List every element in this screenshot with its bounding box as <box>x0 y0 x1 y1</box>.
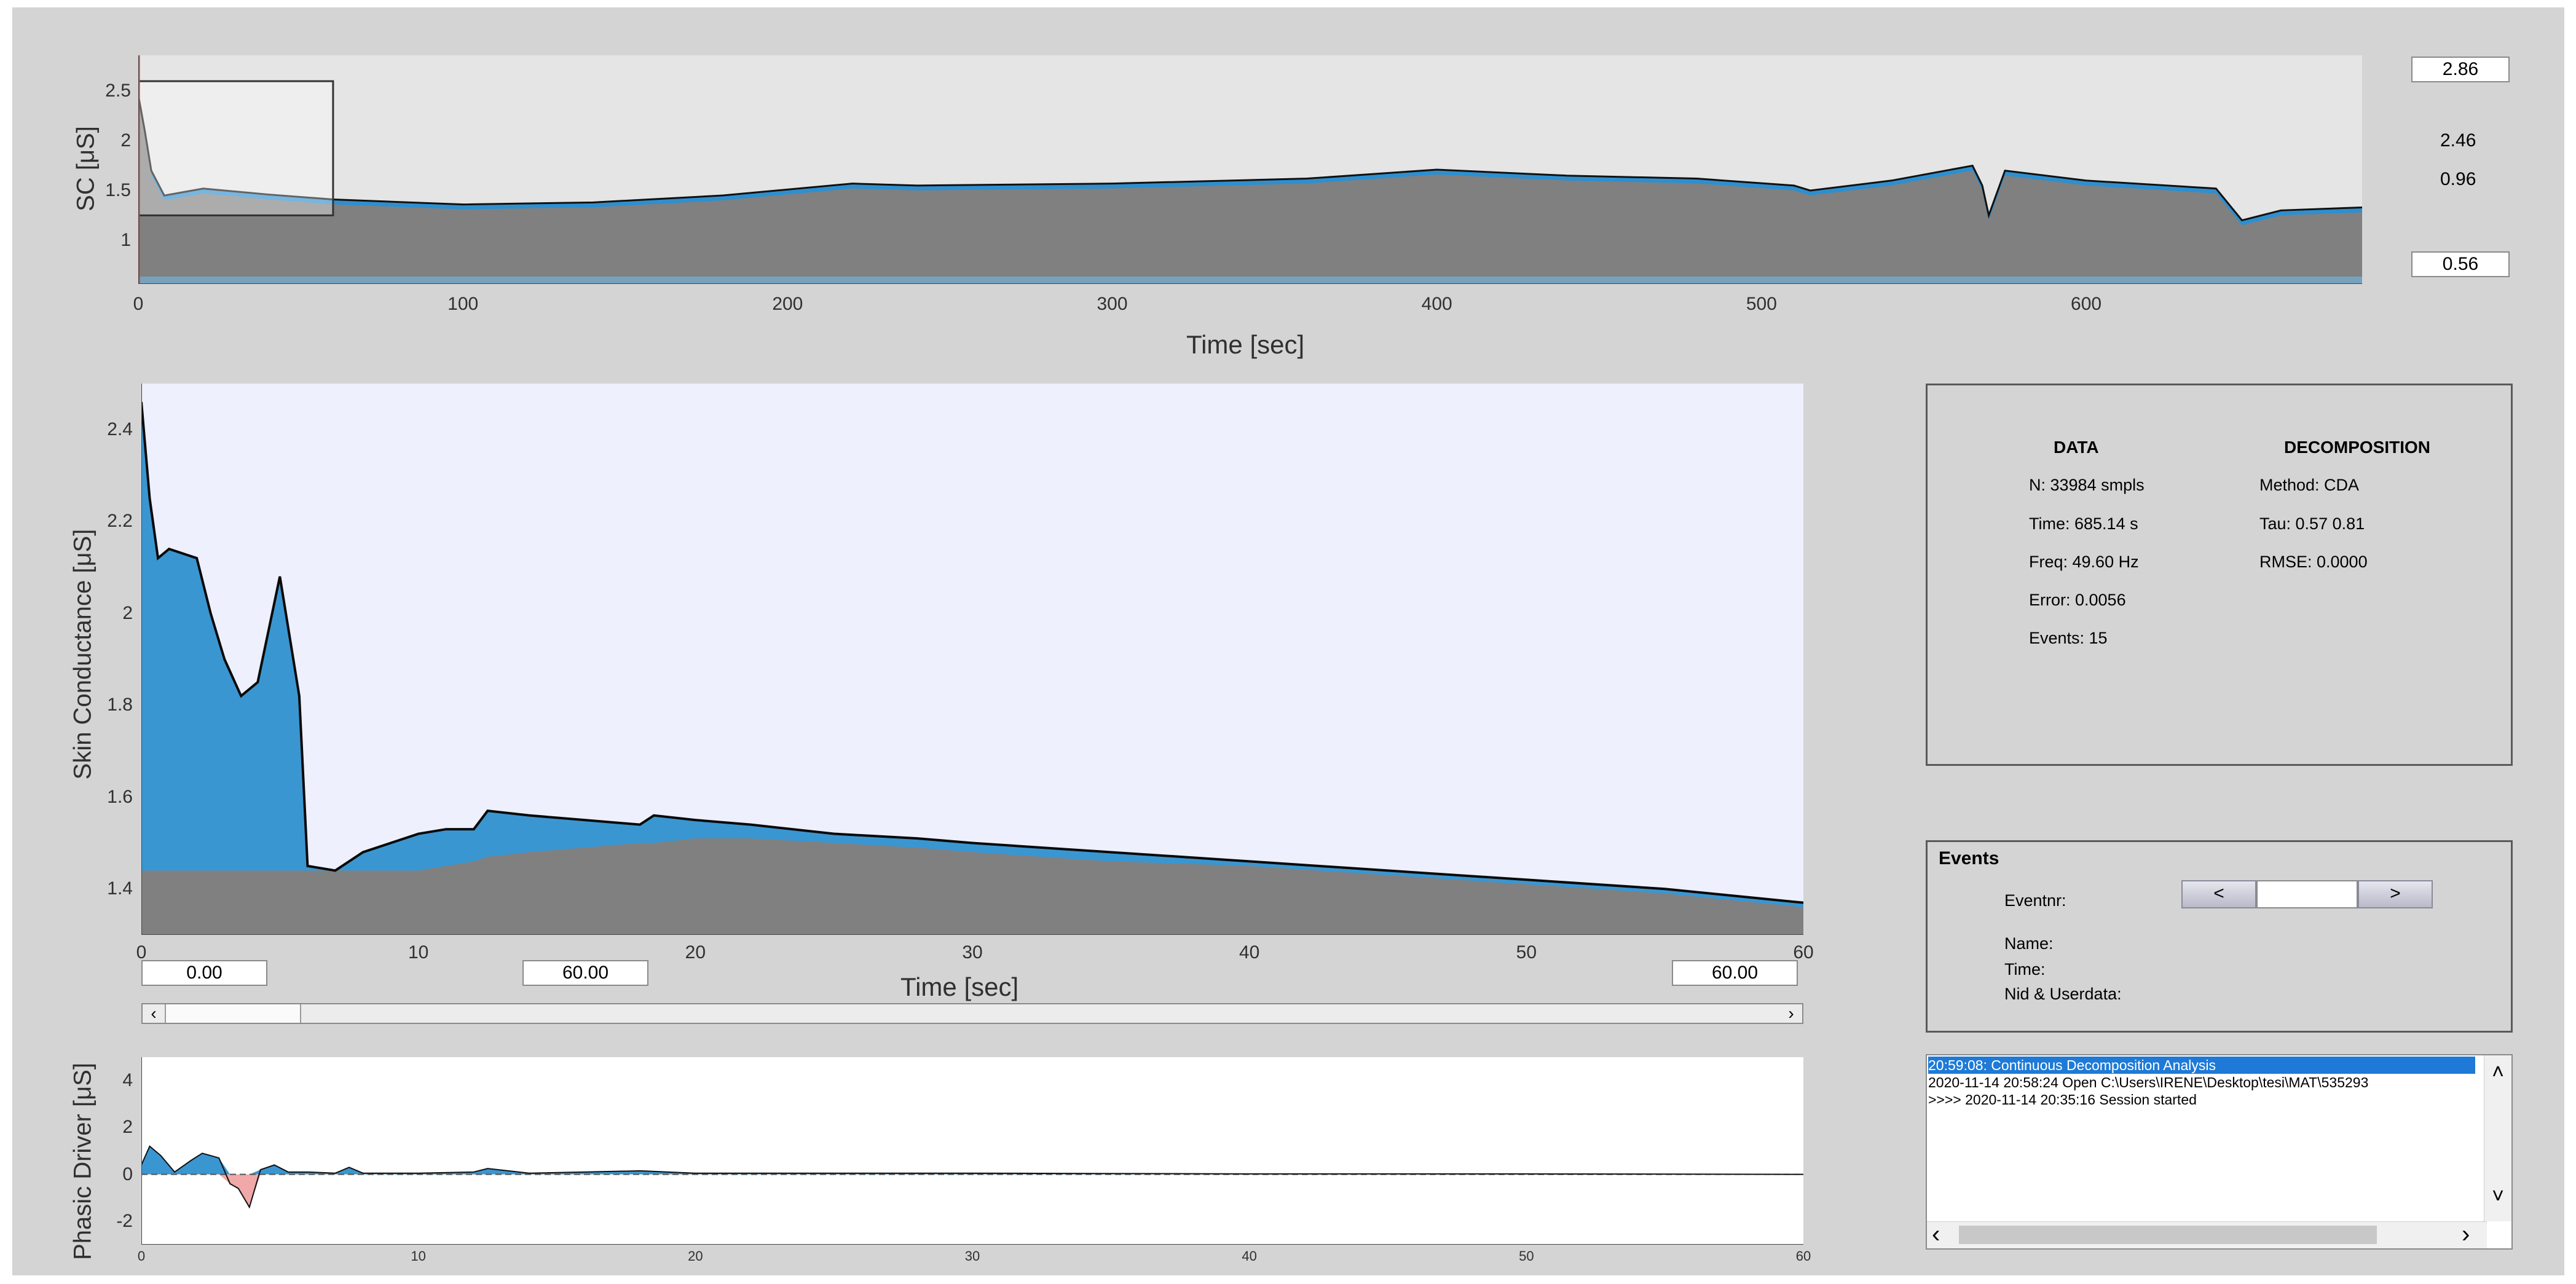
log-line[interactable]: >>>> 2020-11-14 20:35:16 Session started <box>1928 1092 2197 1108</box>
event-time-label: Time: <box>2004 960 2046 979</box>
phasic-y-tick: 0 <box>122 1164 133 1184</box>
ledalab-window: SC [μS] Time [sec] 2.46 0.96 Skin Conduc… <box>12 7 2564 1275</box>
event-nid-label: Nid & Userdata: <box>2004 985 2122 1003</box>
time-scrollbar[interactable]: ‹ › <box>141 1003 1803 1024</box>
log-vscrollbar[interactable]: ˄ ˅ <box>2484 1055 2511 1221</box>
overview-lower-label: 0.96 <box>2440 169 2476 189</box>
phasic-x-tick: 20 <box>688 1248 703 1264</box>
main-x-tick: 20 <box>685 942 706 963</box>
phasic-driver-plot[interactable] <box>141 1057 1803 1245</box>
overview-y-tick: 2 <box>120 130 131 151</box>
main-y-tick: 1.8 <box>107 695 133 715</box>
next-event-button[interactable]: > <box>2358 880 2433 908</box>
skin-conductance-line <box>141 401 1803 904</box>
main-y-tick: 2 <box>122 602 133 623</box>
events-panel: Events Eventnr: < > Name: Time: Nid & Us… <box>1926 840 2513 1033</box>
phasic-y-tick: 2 <box>122 1117 133 1138</box>
overview-min-field[interactable] <box>2411 251 2510 277</box>
overview-upper-label: 2.46 <box>2440 130 2476 151</box>
phasic-x-tick: 10 <box>411 1248 426 1264</box>
overview-driver-strip <box>138 277 2362 284</box>
overview-x-tick: 400 <box>1421 294 1452 314</box>
overview-y-tick: 1.5 <box>105 179 131 200</box>
info-panel: DATA DECOMPOSITION N: 33984 smpls Time: … <box>1926 384 2513 766</box>
log-listbox[interactable]: 20:59:08: Continuous Decomposition Analy… <box>1926 1054 2513 1250</box>
decomp-rmse: RMSE: 0.0000 <box>2259 553 2368 571</box>
data-events: Events: 15 <box>2029 629 2108 647</box>
main-x-tick: 40 <box>1239 942 1260 963</box>
overview-y-tick: 1 <box>120 229 131 250</box>
data-error: Error: 0.0056 <box>2029 591 2126 609</box>
phasic-x-tick: 40 <box>1242 1248 1257 1264</box>
event-name-label: Name: <box>2004 934 2054 953</box>
scroll-right-button[interactable]: › <box>1788 1004 1794 1023</box>
events-title: Events <box>1939 848 1999 868</box>
hscroll-right-arrow[interactable]: › <box>2462 1221 2470 1248</box>
overview-window-selection <box>138 80 334 216</box>
main-x-tick: 60 <box>1793 942 1814 963</box>
main-y-tick: 2.2 <box>107 511 133 532</box>
overview-x-tick: 200 <box>772 294 803 314</box>
main-x-tick: 10 <box>408 942 429 963</box>
decomposition-header: DECOMPOSITION <box>2284 438 2431 457</box>
main-x-tick: 0 <box>136 942 147 963</box>
window-start-field[interactable] <box>141 960 267 986</box>
overview-max-field[interactable] <box>2411 57 2510 82</box>
overview-tonic-area <box>138 100 2362 284</box>
log-line[interactable]: 2020-11-14 20:58:24 Open C:\Users\IRENE\… <box>1928 1074 2369 1090</box>
window-end-field[interactable] <box>1672 960 1798 986</box>
phasic-y-tick: 4 <box>122 1070 133 1091</box>
decomp-tau: Tau: 0.57 0.81 <box>2259 514 2365 533</box>
phasic-y-tick: -2 <box>116 1210 133 1231</box>
log-line[interactable]: 20:59:08: Continuous Decomposition Analy… <box>1928 1057 2475 1074</box>
overview-x-tick: 0 <box>133 294 144 314</box>
overview-x-label: Time [sec] <box>1186 330 1305 359</box>
data-time: Time: 685.14 s <box>2029 514 2138 533</box>
main-x-tick: 50 <box>1516 942 1537 963</box>
data-header: DATA <box>2054 438 2099 457</box>
overview-x-tick: 600 <box>2071 294 2102 314</box>
overview-y-label: SC [μS] <box>72 126 100 211</box>
main-x-label: Time [sec] <box>900 972 1019 1001</box>
phasic-driver-line <box>141 1145 1803 1209</box>
skin-conductance-plot[interactable] <box>141 384 1803 935</box>
scroll-thumb[interactable] <box>165 1004 301 1023</box>
scroll-left-button[interactable]: ‹ <box>151 1004 157 1023</box>
main-y-tick: 2.4 <box>107 419 133 439</box>
data-freq: Freq: 49.60 Hz <box>2029 553 2139 571</box>
overview-x-tick: 100 <box>447 294 479 314</box>
main-x-tick: 30 <box>962 942 983 963</box>
decomp-method: Method: CDA <box>2259 476 2360 494</box>
overview-x-tick: 300 <box>1097 294 1128 314</box>
main-y-label: Skin Conductance [μS] <box>69 529 97 780</box>
eventnr-label: Eventnr: <box>2004 891 2066 910</box>
log-hscrollbar[interactable]: ‹ › <box>1927 1221 2487 1248</box>
main-y-tick: 1.6 <box>107 786 133 807</box>
overview-x-tick: 500 <box>1746 294 1777 314</box>
prev-event-button[interactable]: < <box>2181 880 2256 908</box>
window-width-field[interactable] <box>522 960 648 986</box>
phasic-x-tick: 60 <box>1795 1248 1811 1264</box>
phasic-plot-bg <box>141 1057 1803 1245</box>
phasic-x-tick: 0 <box>137 1248 146 1264</box>
scroll-up-arrow[interactable]: ˄ <box>2492 1060 2504 1084</box>
phasic-x-tick: 30 <box>964 1248 980 1264</box>
phasic-y-label: Phasic Driver [μS] <box>69 1063 97 1260</box>
scroll-down-arrow[interactable]: ˅ <box>2492 1184 2504 1208</box>
tonic-component-area <box>141 838 1803 935</box>
hscroll-thumb[interactable] <box>1959 1226 2377 1244</box>
main-y-tick: 1.4 <box>107 878 133 899</box>
overview-plot[interactable] <box>138 55 2362 284</box>
overview-signal-line <box>138 95 2362 222</box>
eventnr-field[interactable] <box>2256 880 2358 908</box>
hscroll-left-arrow[interactable]: ‹ <box>1932 1221 1940 1248</box>
overview-y-tick: 2.5 <box>105 81 131 101</box>
data-n: N: 33984 smpls <box>2029 476 2145 494</box>
phasic-x-tick: 50 <box>1519 1248 1534 1264</box>
